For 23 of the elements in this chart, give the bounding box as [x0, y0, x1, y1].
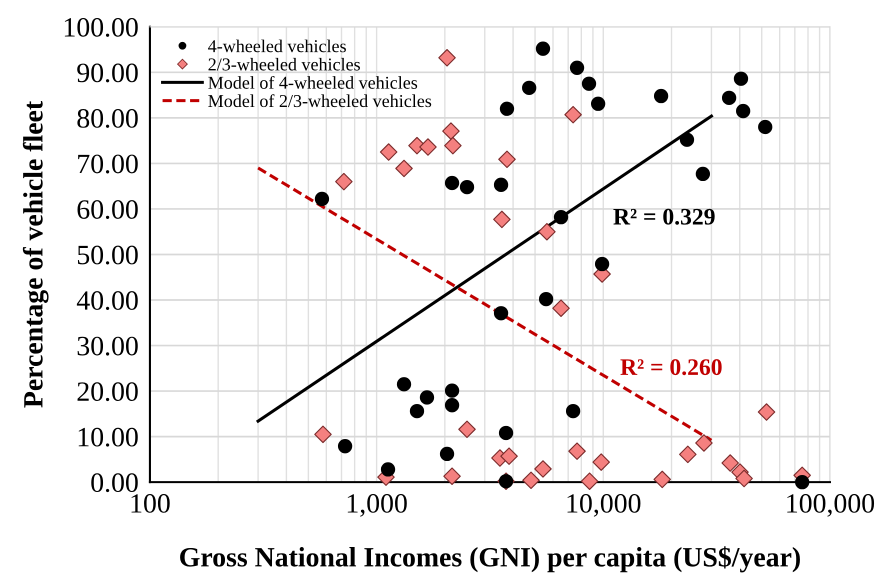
x-tick-label: 100 — [132, 494, 170, 513]
y-tick-label: 90.00 — [77, 64, 138, 82]
y-tick-label: 50.00 — [78, 246, 138, 265]
x-tick-label: 100,000 — [787, 494, 874, 517]
y-tick-label: 70.00 — [78, 154, 138, 174]
y-tick-label: 40.00 — [76, 291, 138, 310]
annotation: R² = 0.260 — [620, 359, 722, 376]
legend-label: Model of 2/3-wheeled vehicles — [208, 94, 432, 108]
y-tick-label: 60.00 — [78, 200, 138, 219]
annotation: R² = 0.329 — [613, 208, 715, 225]
y-tick-label: 20.00 — [78, 382, 138, 402]
y-tick-label: 80.00 — [77, 109, 138, 128]
x-tick-label: 10,000 — [568, 494, 640, 517]
legend-label: Model of 4-wheeled vehicles — [208, 76, 418, 89]
x-tick-label: 1,000 — [348, 494, 407, 517]
x-axis-title: Gross National Incomes (GNI) per capita (US$/year) — [180, 546, 800, 572]
y-tick-label: 30.00 — [78, 336, 138, 356]
y-tick-label: 10.00 — [78, 428, 138, 447]
y-axis-title: Percentage of vehicle fleet — [22, 101, 49, 408]
y-tick-label: 100.00 — [64, 18, 138, 37]
legend-label: 2/3-wheeled vehicles — [208, 58, 360, 71]
y-tick-label: 0.00 — [91, 473, 138, 492]
legend-label: 4-wheeled vehicles — [208, 40, 346, 52]
